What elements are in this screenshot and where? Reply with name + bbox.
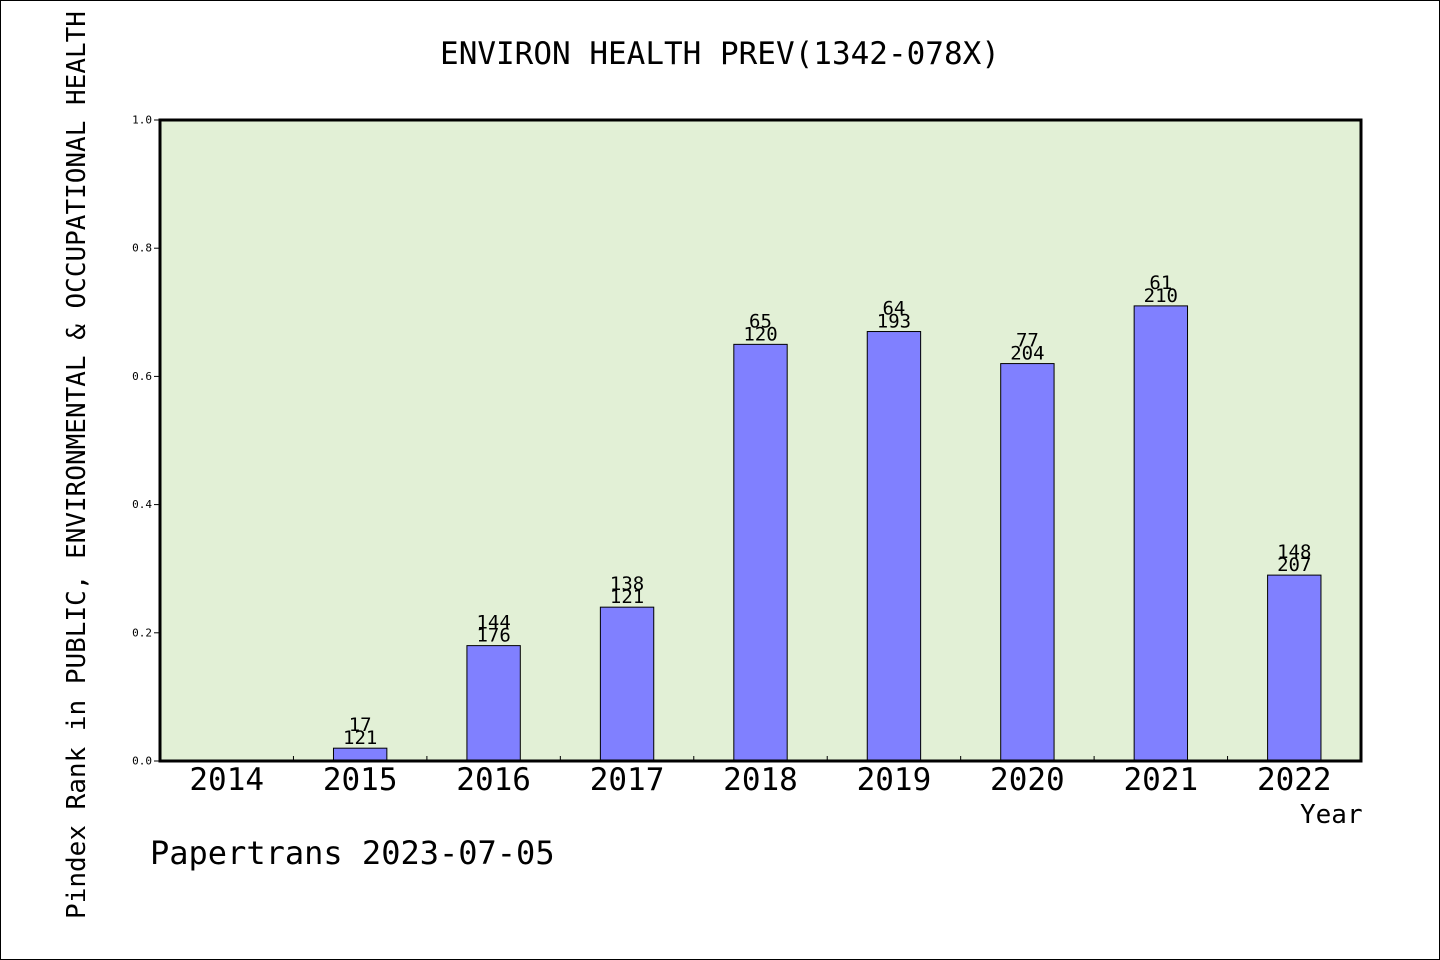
- y-tick-label: 0.6: [132, 370, 152, 383]
- bar-label-top: 138: [610, 573, 644, 595]
- x-axis-label: Year: [1300, 800, 1363, 830]
- y-tick-label: 1.0: [132, 114, 152, 127]
- x-tick-label: 2016: [456, 762, 531, 798]
- bar: [466, 645, 521, 762]
- y-tick-label: 0.2: [132, 626, 152, 639]
- bar-label-top: 65: [749, 310, 772, 332]
- x-tick-label: 2015: [323, 762, 398, 798]
- x-tick-label: 2017: [590, 762, 665, 798]
- bar-label-bottom: 210: [1144, 285, 1178, 307]
- bar: [866, 331, 922, 762]
- bar-label-bottom: 120: [743, 323, 777, 345]
- plot-border: [158, 118, 1363, 763]
- bar-label-bottom: 121: [610, 586, 644, 608]
- y-tick-label: 0.4: [132, 498, 152, 511]
- bar: [733, 343, 788, 762]
- chart-title: ENVIRON HEALTH PREV(1342-078X): [440, 36, 1000, 72]
- x-tick-label: 2020: [990, 762, 1065, 798]
- bar: [599, 606, 655, 762]
- x-tick-label: 2019: [857, 762, 932, 798]
- x-tick-label: 2014: [189, 762, 264, 798]
- bar-label-bottom: 176: [476, 625, 510, 647]
- bar-label-top: 64: [882, 298, 905, 320]
- bar: [1267, 574, 1322, 762]
- bar: [1000, 363, 1055, 762]
- y-tick-label: 0.0: [132, 755, 152, 768]
- bar: [1133, 305, 1189, 762]
- bar-label-bottom: 204: [1010, 343, 1044, 365]
- bar-label-top: 148: [1277, 541, 1311, 563]
- bar-label-top: 77: [1016, 330, 1039, 352]
- x-tick-label: 2021: [1124, 762, 1199, 798]
- x-tick-label: 2022: [1257, 762, 1332, 798]
- bar-label-bottom: 121: [343, 727, 377, 749]
- bar-label-top: 17: [349, 714, 372, 736]
- bar: [332, 747, 388, 762]
- bar-label-top: 144: [476, 612, 510, 634]
- source-note: Papertrans 2023-07-05: [150, 834, 555, 872]
- bar-label-top: 61: [1149, 272, 1172, 294]
- y-tick-label: 0.8: [132, 242, 152, 255]
- x-tick-label: 2018: [723, 762, 798, 798]
- bar-label-bottom: 207: [1277, 554, 1311, 576]
- bar-label-bottom: 193: [877, 311, 911, 333]
